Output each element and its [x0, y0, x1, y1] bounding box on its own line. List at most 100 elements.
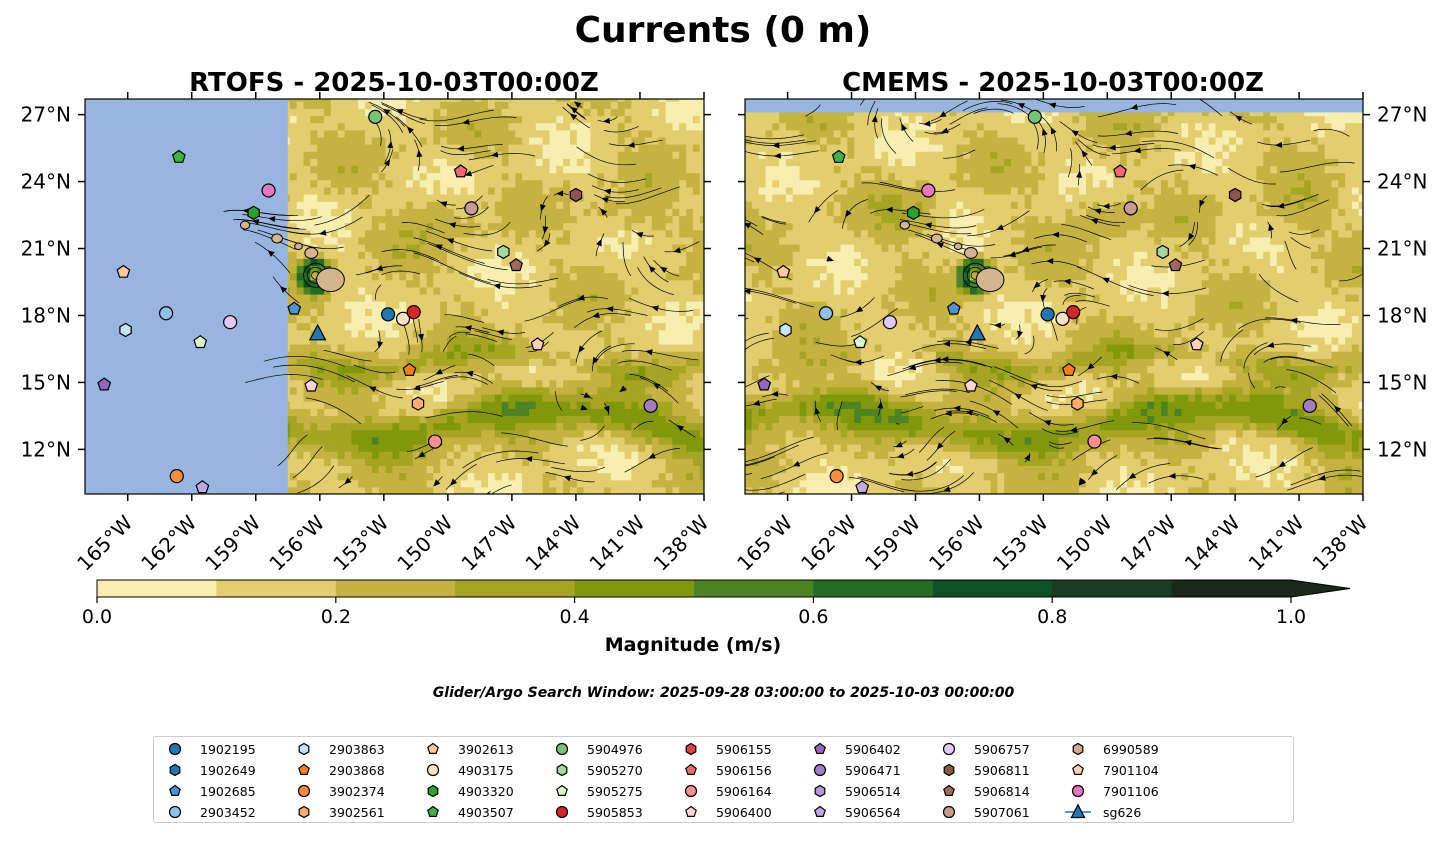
legend-marker-icon	[298, 742, 310, 756]
legend-marker-icon	[556, 763, 568, 777]
lat-tick-label: 21°N	[1377, 237, 1427, 261]
legend-item-5907061: 5907061	[936, 802, 1030, 822]
streamline	[962, 101, 1013, 112]
legend-marker-icon	[814, 805, 826, 817]
float-marker-5906164	[1087, 434, 1102, 449]
legend-marker-icon	[943, 784, 955, 796]
streamline-arrow	[1017, 103, 1025, 109]
colorbar-tick-label: 1.0	[1276, 606, 1306, 628]
legend-label: 2903452	[200, 804, 256, 820]
streamline-arrow	[433, 479, 441, 487]
streamline-arrow	[1048, 102, 1057, 109]
float-marker-sg626	[968, 323, 987, 341]
float-marker-1902685	[287, 301, 302, 315]
island	[304, 247, 319, 259]
legend-marker-2903868	[298, 763, 310, 775]
streamline-arrow	[466, 370, 474, 377]
streamline-arrow	[406, 126, 414, 134]
legend-label: 3902561	[329, 804, 385, 820]
legend-marker-7901106	[1071, 784, 1085, 798]
lon-tick-label: 141°W	[584, 510, 649, 575]
streamline	[413, 237, 485, 264]
legend-label: 5906811	[974, 762, 1030, 778]
legend-item-7901104: 7901104	[1065, 760, 1159, 780]
legend-item-5906811: 5906811	[936, 760, 1030, 780]
streamline-arrow	[1052, 231, 1060, 238]
legend-marker-5905270	[556, 763, 568, 777]
float-marker-3902374	[829, 469, 844, 484]
streamline	[745, 473, 806, 491]
streamline-arrow	[493, 283, 501, 290]
float-marker-5906564	[855, 480, 870, 494]
streamline-arrow	[1290, 317, 1298, 324]
streamline	[622, 242, 632, 277]
streamline	[745, 375, 770, 388]
streamline	[434, 218, 480, 228]
streamline	[396, 380, 444, 390]
colorbar-tick-label: 0.0	[82, 606, 112, 628]
legend-item-5906164: 5906164	[678, 781, 772, 801]
float-marker-5906814	[509, 258, 524, 272]
streamline-arrow	[1277, 202, 1285, 209]
streamline-arrow	[416, 149, 423, 158]
masked-region	[85, 99, 288, 494]
streamline-arrow	[1008, 251, 1016, 258]
legend-item-4903507: 4903507	[420, 802, 514, 822]
streamline	[1261, 198, 1306, 207]
streamline	[566, 104, 587, 120]
float-marker-2903863	[779, 322, 792, 338]
float-marker-5906814	[1168, 258, 1183, 272]
streamline-arrow	[464, 325, 472, 332]
streamline-arrow	[280, 285, 288, 294]
legend-label: 5906471	[845, 762, 901, 778]
streamline	[381, 249, 440, 262]
streamline	[624, 448, 680, 473]
streamline	[1046, 391, 1103, 398]
streamline	[586, 308, 648, 316]
legend-marker-5905275	[556, 784, 568, 796]
float-marker-2903452	[818, 306, 834, 321]
legend-item-1902685: 1902685	[162, 781, 256, 801]
colorbar-segment	[813, 580, 934, 597]
float-marker-5905853	[1066, 305, 1081, 320]
streamline-arrow	[603, 405, 610, 414]
legend-marker-icon	[556, 784, 568, 796]
streamline	[1248, 372, 1256, 389]
streamline-arrow	[319, 229, 327, 236]
colorbar: 0.0 0.2 0.4 0.6 0.8 1.0	[82, 579, 1351, 628]
float-marker-4903175	[1055, 311, 1070, 326]
streamline	[368, 101, 406, 127]
legend-marker-5906156	[685, 763, 697, 775]
streamline-arrow	[446, 238, 455, 245]
streamline-arrow	[1161, 290, 1169, 297]
streamline-arrow	[464, 170, 473, 177]
legend-item-2903868: 2903868	[291, 760, 385, 780]
float-marker-1902195	[380, 307, 396, 322]
legend-marker-icon	[169, 784, 181, 796]
streamline	[491, 484, 512, 494]
legend-item-6990589: 6990589	[1065, 739, 1159, 759]
streamline	[1264, 317, 1341, 325]
streamline	[628, 297, 694, 312]
legend-label: 4903175	[458, 762, 514, 778]
legend-marker-icon	[942, 805, 956, 819]
streamline	[867, 100, 876, 126]
streamline	[637, 267, 674, 295]
streamline-arrow	[382, 108, 391, 116]
streamline	[288, 216, 363, 235]
float-marker-5906402	[757, 377, 772, 391]
legend-marker-icon	[168, 805, 182, 819]
streamline-arrow	[1318, 474, 1326, 481]
streamline	[1075, 300, 1110, 307]
streamline-arrow	[1050, 126, 1057, 135]
streamline-arrow	[462, 118, 470, 125]
legend-label: 1902195	[200, 741, 256, 757]
streamline-arrow	[1281, 417, 1289, 425]
streamline-arrow	[1188, 233, 1195, 241]
streamline-arrow	[418, 333, 424, 342]
lon-tick-label: 138°W	[649, 510, 714, 575]
legend-marker-5906757	[942, 742, 956, 756]
streamline	[576, 146, 637, 166]
legend-marker-1902195	[168, 742, 182, 756]
legend-marker-icon	[427, 742, 439, 754]
